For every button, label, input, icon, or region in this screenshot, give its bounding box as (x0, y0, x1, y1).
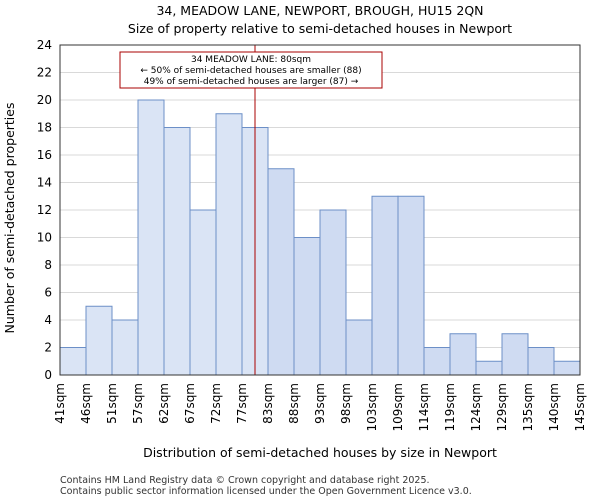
y-tick-label: 6 (44, 286, 52, 300)
x-tick-label: 98sqm (339, 383, 353, 424)
y-tick-label: 2 (44, 341, 52, 355)
y-tick-label: 24 (37, 38, 52, 52)
annotation-line-3: 49% of semi-detached houses are larger (… (144, 77, 359, 87)
x-tick-label: 77sqm (235, 383, 249, 424)
x-tick-label: 114sqm (417, 383, 431, 431)
x-axis-label: Distribution of semi-detached houses by … (143, 445, 497, 460)
y-tick-label: 4 (44, 313, 52, 327)
bar (449, 333, 477, 376)
bar (267, 168, 295, 376)
chart-title: 34, MEADOW LANE, NEWPORT, BROUGH, HU15 2… (156, 3, 483, 18)
x-tick-label: 46sqm (79, 383, 93, 424)
bar (215, 113, 243, 376)
bar (475, 360, 503, 376)
x-tick-label: 140sqm (547, 383, 561, 431)
x-tick-label: 57sqm (131, 383, 145, 424)
x-tick-label: 41sqm (53, 383, 67, 424)
y-tick-label: 20 (37, 93, 52, 107)
x-tick-label: 129sqm (495, 383, 509, 431)
x-tick-label: 119sqm (443, 383, 457, 431)
bar (59, 347, 87, 376)
footer-line-2: Contains public sector information licen… (60, 486, 472, 497)
annotation-box: 34 MEADOW LANE: 80sqm ← 50% of semi-deta… (119, 51, 383, 89)
bar (319, 209, 347, 376)
bar (423, 347, 451, 376)
x-tick-label: 124sqm (469, 383, 483, 431)
x-tick-labels: 41sqm 46sqm 51sqm 57sqm 62sqm 67sqm 72sqm 77sqm… (53, 383, 587, 431)
footer-line-1: Contains HM Land Registry data © Crown c… (60, 475, 430, 486)
y-tick-label: 14 (37, 176, 52, 190)
bar (137, 99, 165, 376)
y-axis-label: Number of semi-detached properties (2, 103, 17, 334)
plot-frame (59, 44, 581, 376)
bar (293, 237, 321, 376)
bar (85, 305, 113, 376)
x-tick-label: 51sqm (105, 383, 119, 424)
bar (111, 319, 139, 376)
annotation-line-2: ← 50% of semi-detached houses are smalle… (140, 66, 361, 76)
x-tick-label: 109sqm (391, 383, 405, 431)
bar (163, 127, 191, 376)
x-tick-label: 72sqm (209, 383, 223, 424)
y-tick-label: 12 (37, 203, 52, 217)
bar (527, 347, 555, 376)
x-tick-label: 88sqm (287, 383, 301, 424)
bar (553, 360, 581, 376)
y-tick-label: 16 (37, 148, 52, 162)
bar (501, 333, 529, 376)
x-tick-label: 67sqm (183, 383, 197, 424)
x-tick-label: 103sqm (365, 383, 379, 431)
x-tick-label: 62sqm (157, 383, 171, 424)
x-tick-label: 145sqm (573, 383, 587, 431)
y-tick-label: 18 (37, 121, 52, 135)
bar (397, 195, 425, 376)
x-tick-label: 83sqm (261, 383, 275, 424)
y-tick-label: 0 (44, 368, 52, 382)
bar (189, 209, 217, 376)
y-tick-label: 8 (44, 258, 52, 272)
y-tick-label: 22 (37, 66, 52, 80)
bar (345, 319, 373, 376)
x-tick-label: 93sqm (313, 383, 327, 424)
annotation-line-1: 34 MEADOW LANE: 80sqm (191, 55, 311, 65)
bar (371, 195, 399, 376)
x-tick-label: 135sqm (521, 383, 535, 431)
y-tick-label: 10 (37, 231, 52, 245)
chart-subtitle: Size of property relative to semi-detach… (128, 21, 512, 36)
